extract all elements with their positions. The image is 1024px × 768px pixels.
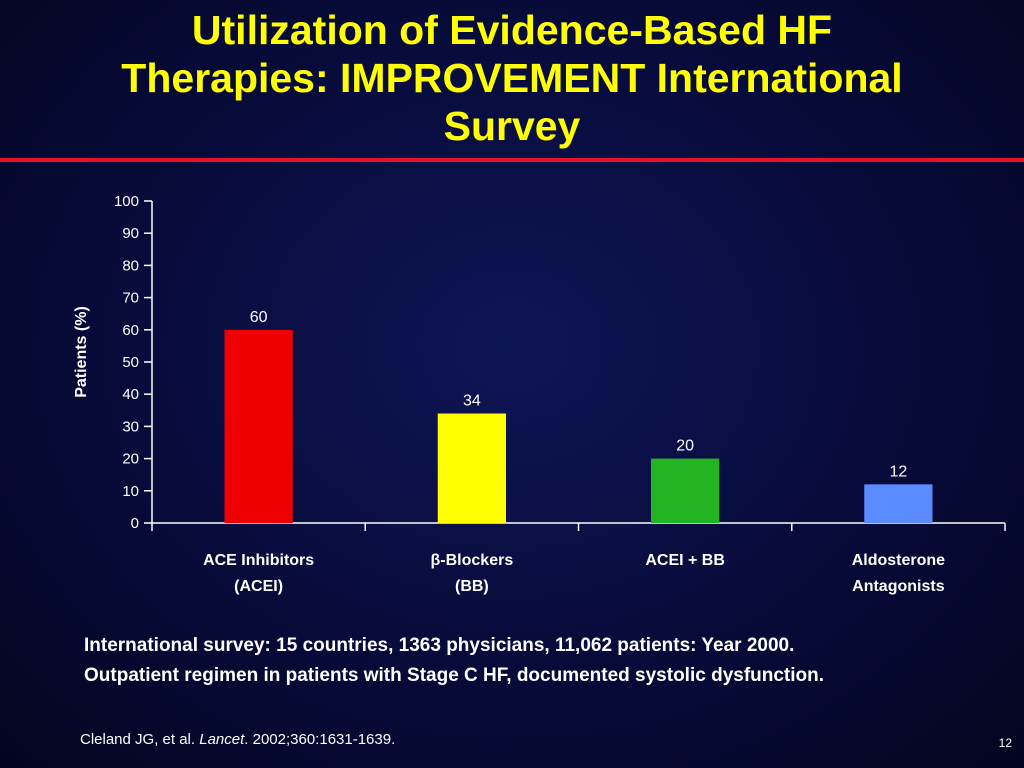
y-tick-label: 80 <box>122 257 139 274</box>
bar <box>864 484 933 523</box>
slide-title-line: Utilization of Evidence-Based HF <box>191 7 833 53</box>
title-divider <box>0 158 1024 162</box>
y-tick-label: 30 <box>122 418 139 435</box>
y-tick-label: 10 <box>122 483 139 500</box>
slide-title: Utilization of Evidence-Based HF Therapi… <box>0 6 1024 150</box>
y-tick-label: 60 <box>122 322 139 339</box>
slide-title-line: Therapies: IMPROVEMENT International <box>121 55 903 101</box>
category-label-line: ACEI + BB <box>645 552 725 569</box>
y-tick-label: 70 <box>122 290 139 307</box>
category-label-line: (ACEI) <box>234 578 283 595</box>
y-tick-label: 20 <box>122 451 139 468</box>
category-label-line: Antagonists <box>852 578 945 595</box>
category-label-line: ACE Inhibitors <box>203 552 314 569</box>
citation-journal: Lancet <box>199 731 245 748</box>
bar-value-label: 34 <box>463 393 481 410</box>
bar-value-label: 60 <box>250 309 268 326</box>
category-label: Aldosterone Antagonists <box>852 552 945 595</box>
bar <box>224 329 293 523</box>
bar <box>437 413 506 523</box>
category-label: ACEI + BB <box>645 552 725 569</box>
bar <box>651 458 720 523</box>
bar-chart: 0 10 20 30 40 50 60 70 80 90 100 Patients (%) 60 ACE … <box>73 193 1006 595</box>
citation: Cleland JG, et al. Lancet. 2002;360:1631… <box>80 731 395 748</box>
y-tick-label: 90 <box>122 225 139 242</box>
category-label-line: Aldosterone <box>852 552 945 569</box>
slide-title-line: Survey <box>443 103 581 149</box>
bar-value-label: 20 <box>676 438 694 455</box>
citation-authors: Cleland JG, et al. <box>80 731 200 748</box>
survey-note-line: Outpatient regimen in patients with Stag… <box>84 665 825 686</box>
y-tick-label: 100 <box>114 193 139 210</box>
survey-note: International survey: 15 countries, 1363… <box>84 631 1004 691</box>
y-axis-label: Patients (%) <box>73 306 90 398</box>
bar-value-label: 12 <box>889 463 907 480</box>
category-label-line: (BB) <box>455 578 489 595</box>
y-tick-label: 0 <box>131 515 139 532</box>
citation-details: . 2002;360:1631-1639. <box>244 731 396 748</box>
survey-note-line: International survey: 15 countries, 1363… <box>84 635 795 656</box>
y-tick-label: 50 <box>122 354 139 371</box>
slide-number: 12 <box>998 736 1012 750</box>
y-tick-label: 40 <box>122 386 139 403</box>
category-label: ACE Inhibitors (ACEI) <box>203 552 314 595</box>
category-label-line: β-Blockers <box>431 552 514 569</box>
category-label: β-Blockers (BB) <box>431 552 514 595</box>
